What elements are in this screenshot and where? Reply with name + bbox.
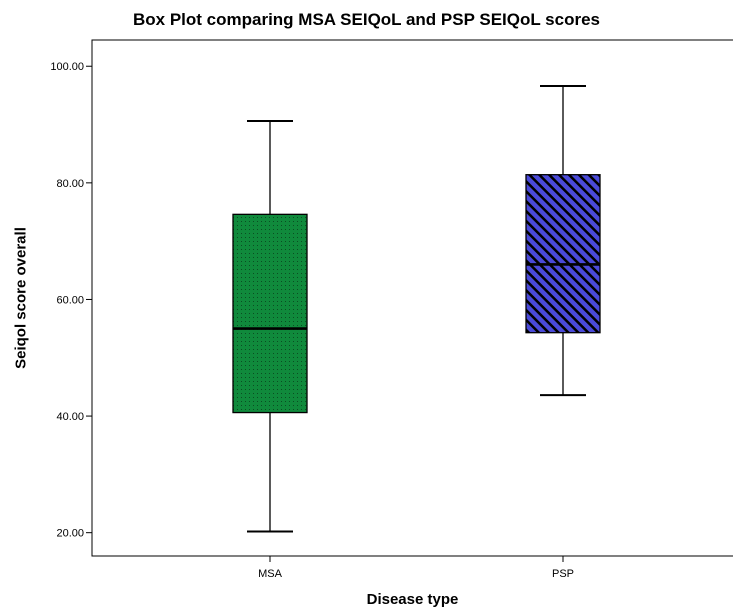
y-axis-label: Seiqol score overall	[12, 227, 30, 369]
y-tick-label: 60.00	[56, 294, 84, 306]
x-axis-label: Disease type	[366, 591, 459, 608]
y-tick-label: 20.00	[56, 528, 84, 540]
plot-area-frame	[91, 39, 733, 557]
x-tick-label: MSA	[258, 568, 283, 580]
iqr-box	[525, 174, 601, 334]
box-psp	[525, 85, 601, 397]
x-axis: MSA PSP	[258, 556, 574, 580]
boxes-layer	[232, 85, 601, 533]
iqr-box	[232, 213, 308, 414]
y-tick-label: 80.00	[56, 178, 84, 190]
box-msa	[232, 120, 308, 533]
y-tick-label: 100.00	[50, 61, 84, 73]
chart-title: Box Plot comparing MSA SEIQoL and PSP SE…	[133, 10, 600, 29]
y-axis: 20.00 40.00 60.00 80.00 100.00	[50, 61, 92, 540]
x-tick-label: PSP	[552, 568, 574, 580]
y-tick-label: 40.00	[56, 411, 84, 423]
